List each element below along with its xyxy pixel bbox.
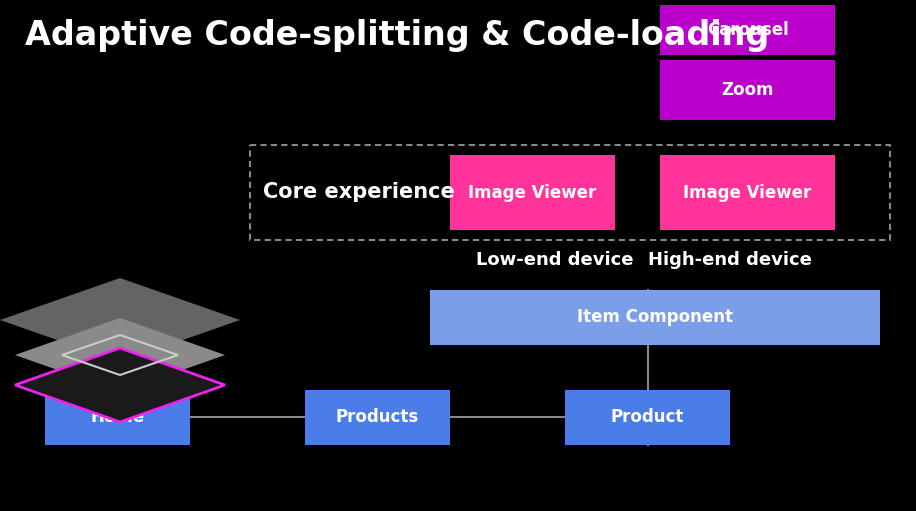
Text: Products: Products [336,408,420,427]
Polygon shape [15,348,225,422]
Text: Home: Home [91,408,145,427]
FancyBboxPatch shape [565,390,730,445]
Text: Product: Product [611,408,684,427]
Text: Image Viewer: Image Viewer [683,183,812,201]
Text: Core experience: Core experience [263,182,454,202]
FancyBboxPatch shape [305,390,450,445]
Text: Item Component: Item Component [577,309,733,327]
FancyBboxPatch shape [45,390,190,445]
Polygon shape [15,318,225,392]
FancyBboxPatch shape [430,290,880,345]
FancyBboxPatch shape [660,60,835,120]
Text: Low-end device: Low-end device [476,251,634,269]
Text: Zoom: Zoom [721,81,774,99]
FancyBboxPatch shape [660,5,835,55]
FancyBboxPatch shape [450,155,615,230]
Text: High-end device: High-end device [648,251,812,269]
Text: Adaptive Code-splitting & Code-loading: Adaptive Code-splitting & Code-loading [25,18,769,52]
Text: Carousel: Carousel [706,21,789,39]
Polygon shape [0,278,240,362]
Text: Image Viewer: Image Viewer [468,183,596,201]
FancyBboxPatch shape [660,155,835,230]
